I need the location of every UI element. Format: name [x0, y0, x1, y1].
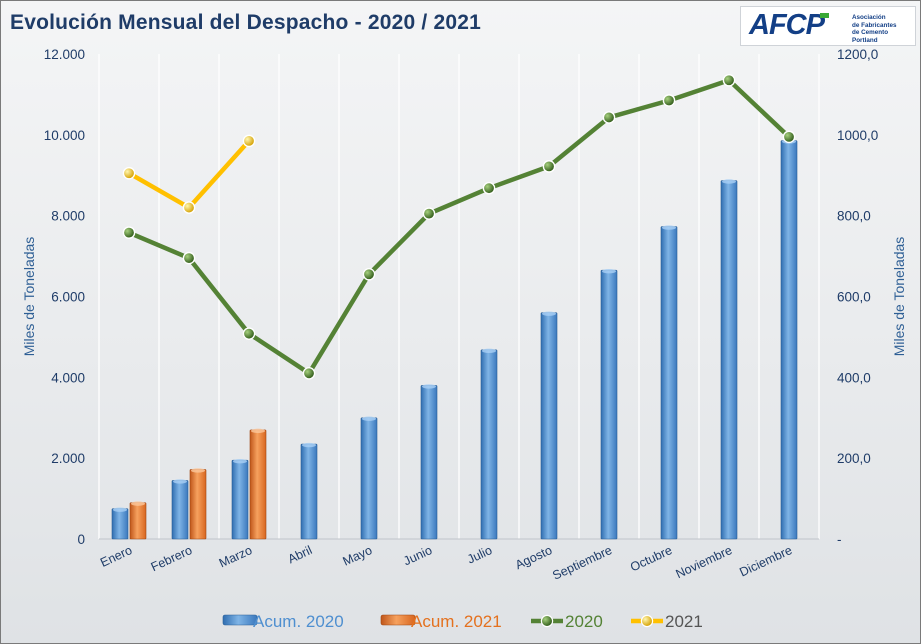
point-2021 — [242, 134, 256, 148]
y-axis-title-left: Miles de Toneladas — [21, 237, 37, 357]
x-tick-label: Octubre — [628, 543, 674, 574]
bar-acum-2021 — [129, 502, 147, 540]
bar-cap-acum-2021 — [131, 501, 145, 506]
point-2020 — [662, 94, 676, 107]
point-2020 — [242, 327, 256, 340]
y-tick-label-right: 1000,0 — [837, 128, 878, 143]
point-2020 — [302, 366, 316, 380]
x-tick-label: Noviembre — [674, 543, 735, 581]
x-tick-label: Diciembre — [737, 543, 794, 579]
point-2021 — [122, 166, 136, 180]
bar-cap-acum-2020 — [302, 442, 316, 448]
x-tick-label: Febrero — [149, 543, 195, 574]
logo-caption-line: Asociación — [852, 14, 886, 21]
x-tick-label: Junio — [401, 543, 434, 568]
legend-swatch — [380, 614, 416, 626]
y-tick-label-right: 400,0 — [837, 370, 871, 385]
x-tick-label: Septiembre — [550, 543, 614, 583]
bar-acum-2020 — [231, 459, 249, 540]
bar-acum-2020 — [300, 443, 318, 540]
x-tick-label: Enero — [98, 543, 134, 570]
bar-acum-2020 — [600, 269, 618, 540]
point-2020 — [182, 251, 196, 265]
logo-mark: AFCP — [749, 9, 825, 41]
legend-label: 2020 — [565, 612, 603, 631]
logo-accent — [820, 13, 829, 18]
legend-label: Acum. 2021 — [411, 612, 502, 631]
point-2020 — [602, 111, 616, 124]
bar-cap-acum-2020 — [542, 311, 556, 316]
bar-cap-acum-2020 — [362, 416, 376, 421]
y-tick-label-left: 6.000 — [51, 290, 85, 305]
bar-acum-2020 — [660, 226, 678, 540]
bar-acum-2020 — [360, 417, 378, 540]
y-tick-label-left: 8.000 — [51, 209, 85, 224]
bar-cap-acum-2020 — [662, 225, 676, 230]
bar-cap-acum-2020 — [233, 458, 247, 464]
bar-acum-2020 — [720, 180, 738, 540]
legend-label: Acum. 2020 — [253, 612, 344, 631]
y-tick-label-right: - — [837, 532, 842, 547]
bar-cap-acum-2020 — [722, 179, 736, 184]
y-tick-label-left: 0 — [77, 532, 85, 547]
point-2020 — [362, 267, 376, 281]
bar-acum-2020 — [540, 312, 558, 540]
point-2021 — [182, 201, 196, 214]
x-tick-label: Marzo — [217, 543, 254, 570]
point-2020 — [782, 130, 796, 144]
bar-cap-acum-2020 — [113, 507, 127, 512]
logo-caption: Asociación de Fabricantes de Cemento Por… — [852, 14, 914, 44]
logo-caption-line: de Cemento — [852, 29, 889, 36]
bar-acum-2021 — [249, 429, 267, 540]
point-2020 — [722, 73, 736, 87]
legend-label: 2021 — [665, 612, 703, 631]
bar-acum-2020 — [171, 480, 189, 540]
x-tick-label: Julio — [465, 543, 494, 567]
bar-cap-acum-2020 — [173, 479, 187, 484]
x-tick-label: Abril — [286, 543, 315, 566]
x-tick-label: Agosto — [513, 543, 554, 572]
y-tick-label-right: 200,0 — [837, 451, 871, 466]
bar-cap-acum-2020 — [482, 348, 496, 354]
y-tick-label-left: 2.000 — [51, 451, 85, 466]
bar-cap-acum-2021 — [251, 428, 265, 434]
bar-cap-acum-2020 — [602, 269, 616, 274]
afcp-logo: AFCP Asociación de Fabricantes de Cement… — [740, 6, 916, 46]
bar-acum-2020 — [780, 140, 798, 540]
legend-marker — [640, 614, 654, 628]
bar-cap-acum-2021 — [191, 468, 205, 473]
bar-acum-2021 — [189, 469, 207, 540]
logo-caption-line: Portland — [852, 36, 878, 44]
y-tick-label-left: 4.000 — [51, 370, 85, 385]
y-tick-label-right: 800,0 — [837, 209, 871, 224]
y-tick-label-left: 10.000 — [44, 128, 85, 143]
y-tick-label-right: 1200,0 — [837, 47, 878, 62]
bar-acum-2020 — [480, 349, 498, 540]
y-tick-label-left: 12.000 — [44, 47, 85, 62]
point-2020 — [482, 181, 496, 195]
logo-caption-line: de Fabricantes — [852, 21, 897, 29]
point-2020 — [122, 226, 136, 239]
point-2020 — [422, 207, 436, 220]
legend-swatch — [222, 614, 258, 626]
y-axis-title-right: Miles de Toneladas — [891, 237, 907, 357]
bar-acum-2020 — [111, 508, 129, 540]
x-tick-label: Mayo — [341, 543, 375, 569]
legend-marker — [540, 614, 554, 628]
line-2020 — [126, 78, 792, 376]
point-2020 — [542, 160, 556, 173]
line-2021 — [126, 138, 252, 210]
y-tick-label-right: 600,0 — [837, 290, 871, 305]
bar-acum-2020 — [420, 385, 438, 540]
chart-title: Evolución Mensual del Despacho - 2020 / … — [10, 11, 481, 34]
bar-cap-acum-2020 — [422, 384, 436, 389]
